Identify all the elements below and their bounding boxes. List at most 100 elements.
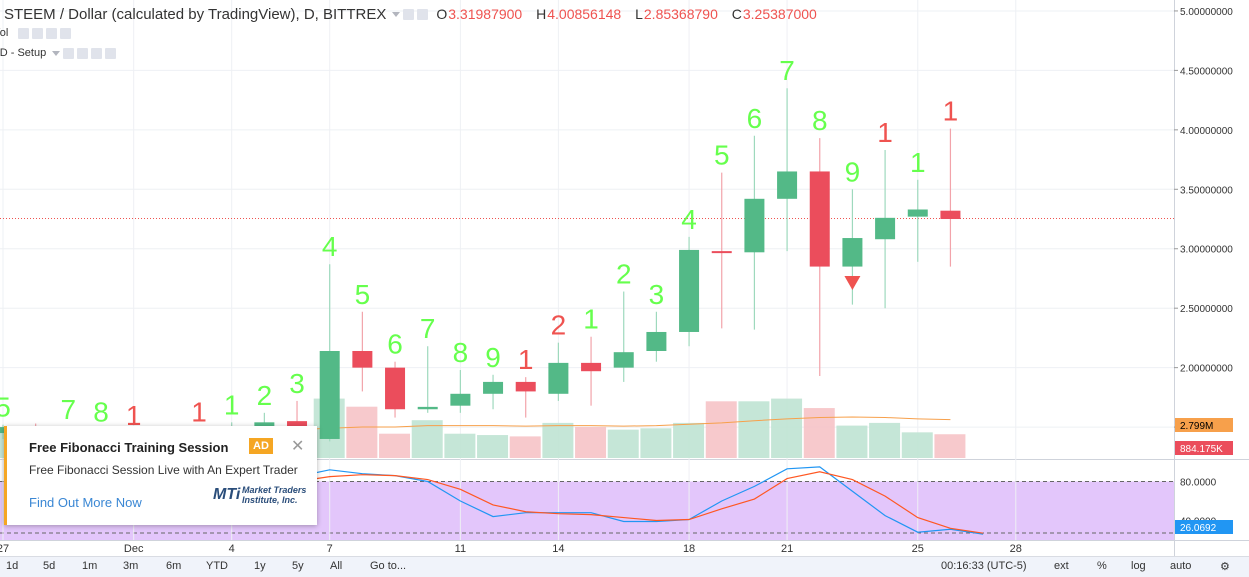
chevron-down-icon[interactable] bbox=[392, 11, 401, 17]
eye-icon[interactable] bbox=[63, 47, 75, 59]
volume-bar bbox=[640, 428, 672, 458]
log-toggle[interactable]: log bbox=[1131, 560, 1146, 572]
range-5y[interactable]: 5y bbox=[292, 560, 304, 572]
settings-icon[interactable] bbox=[417, 8, 429, 20]
high-value: 4.00856148 bbox=[547, 6, 622, 22]
volume-bar bbox=[509, 436, 541, 458]
time-tick-label: 18 bbox=[683, 543, 695, 555]
volume-bar bbox=[869, 422, 901, 458]
range-1m[interactable]: 1m bbox=[82, 560, 98, 572]
time-tick-label: 11 bbox=[455, 543, 466, 555]
price-tick-label: 2.50000000 bbox=[1180, 304, 1233, 315]
candle-body bbox=[613, 352, 634, 368]
volume-bar bbox=[901, 432, 933, 458]
code-icon[interactable] bbox=[91, 47, 103, 59]
ad-badge: AD bbox=[249, 438, 273, 454]
time-tick-label: 28 bbox=[1010, 543, 1022, 555]
td-count-label: 1 bbox=[191, 396, 207, 427]
td-count-label: 4 bbox=[681, 204, 697, 235]
volume-bar bbox=[771, 398, 803, 458]
high-label: H bbox=[536, 6, 547, 22]
eye-icon[interactable] bbox=[18, 27, 30, 39]
gear-icon[interactable] bbox=[77, 47, 89, 59]
oscillator-tick-label: 80.0000 bbox=[1180, 478, 1217, 489]
ad-cta-link[interactable]: Find Out More Now bbox=[29, 495, 142, 510]
volume-tag: 884.175K bbox=[1180, 444, 1223, 455]
range-ytd[interactable]: YTD bbox=[206, 560, 228, 572]
percent-toggle[interactable]: % bbox=[1097, 560, 1107, 572]
ad-popup[interactable]: Free Fibonacci Training Session AD ✕ Fre… bbox=[4, 426, 317, 525]
candle-body bbox=[744, 198, 765, 253]
time-tick-label: 25 bbox=[912, 543, 924, 555]
td-count-label: 8 bbox=[812, 105, 828, 136]
candle-body bbox=[548, 362, 569, 394]
volume-bar bbox=[738, 401, 770, 458]
volume-bar bbox=[934, 434, 966, 458]
ext-toggle[interactable]: ext bbox=[1054, 560, 1069, 572]
auto-toggle[interactable]: auto bbox=[1170, 560, 1192, 572]
symbol-title[interactable]: STEEM / Dollar (calculated by TradingVie… bbox=[4, 5, 387, 23]
td-count-label: 7 bbox=[420, 313, 436, 344]
td-count-label: 6 bbox=[747, 103, 763, 134]
time-tick-label: 21 bbox=[781, 543, 793, 555]
td-count-label: 9 bbox=[485, 342, 501, 373]
td-count-label: 5 bbox=[0, 392, 11, 423]
close-icon[interactable] bbox=[60, 27, 72, 39]
oscillator-tag: 26.0692 bbox=[1180, 523, 1217, 534]
indicator-td-label: TD - Setup bbox=[0, 47, 47, 59]
range-5d[interactable]: 5d bbox=[43, 560, 56, 572]
price-tick-label: 4.50000000 bbox=[1180, 66, 1233, 77]
ad-description: Free Fibonacci Session Live with An Expe… bbox=[29, 463, 298, 477]
td-count-label: 1 bbox=[126, 400, 142, 431]
td-count-label: 1 bbox=[910, 147, 926, 178]
volume-bar bbox=[444, 433, 476, 458]
settings-icon[interactable]: ⚙ bbox=[1220, 561, 1230, 573]
candle-body bbox=[679, 249, 700, 332]
candle-body bbox=[319, 350, 340, 439]
range-6m[interactable]: 6m bbox=[166, 560, 182, 572]
oscillator-tag-bg bbox=[1175, 520, 1233, 534]
range-1d[interactable]: 1d bbox=[6, 560, 19, 572]
candle-body bbox=[809, 171, 830, 267]
price-tick-label: 4.00000000 bbox=[1180, 126, 1233, 137]
indicator-vol-label: Vol bbox=[0, 27, 9, 39]
gear-icon[interactable] bbox=[32, 27, 44, 39]
volume-bar bbox=[346, 406, 378, 458]
candle-body bbox=[646, 331, 667, 351]
range-all[interactable]: All bbox=[330, 560, 343, 572]
oscillator-d-line bbox=[296, 471, 984, 534]
indicator-td-setup[interactable]: TD - Setup bbox=[0, 47, 117, 59]
open-label: O bbox=[436, 6, 448, 22]
td-count-label: 1 bbox=[224, 389, 240, 420]
close-icon[interactable]: ✕ bbox=[291, 438, 305, 455]
volume-bar bbox=[379, 433, 411, 458]
low-label: L bbox=[635, 6, 643, 22]
candle-body bbox=[515, 381, 536, 392]
td-count-label: 3 bbox=[649, 279, 665, 310]
oscillator-k-line bbox=[296, 466, 984, 535]
candle-body bbox=[842, 238, 863, 267]
td-count-label: 1 bbox=[943, 96, 959, 127]
td-count-label: 6 bbox=[387, 329, 403, 360]
volume-ma-tag-bg bbox=[1175, 418, 1233, 432]
close-label: C bbox=[731, 6, 742, 22]
range-1y[interactable]: 1y bbox=[254, 560, 266, 572]
candle-body bbox=[254, 422, 275, 428]
clock-time: 00:16:33 (UTC-5) bbox=[941, 560, 1027, 572]
goto-button[interactable]: Go to... bbox=[370, 560, 407, 572]
td-count-label: 1 bbox=[583, 304, 599, 335]
time-tick-label: 7 bbox=[327, 543, 333, 555]
price-tick-label: 3.50000000 bbox=[1180, 185, 1233, 196]
chevron-down-icon[interactable] bbox=[52, 50, 61, 56]
gear-icon[interactable] bbox=[403, 8, 415, 20]
time-tick-label: 14 bbox=[552, 543, 564, 555]
range-3m[interactable]: 3m bbox=[123, 560, 139, 572]
low-value: 2.85368790 bbox=[643, 6, 718, 22]
indicator-vol[interactable]: Vol bbox=[0, 27, 72, 39]
sell-arrow-marker bbox=[844, 276, 861, 290]
td-count-label: 7 bbox=[61, 394, 77, 425]
candle-body bbox=[352, 350, 373, 368]
close-icon[interactable] bbox=[105, 47, 117, 59]
plus-icon[interactable] bbox=[46, 27, 58, 39]
candle-body bbox=[385, 367, 406, 410]
